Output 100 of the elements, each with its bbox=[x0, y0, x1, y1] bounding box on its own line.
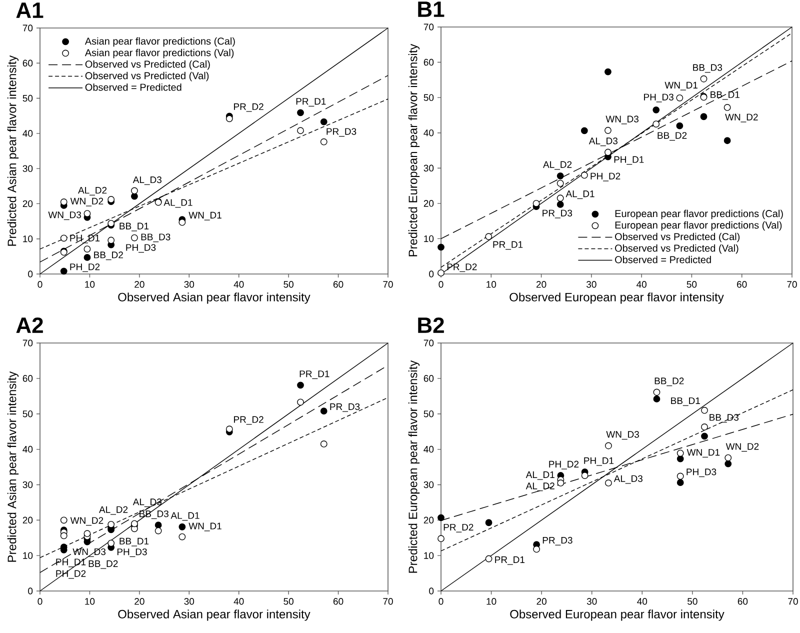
x-tick-label: 20 bbox=[134, 598, 144, 605]
annotation: BB_D2 bbox=[658, 132, 687, 141]
y-tick-label: 0 bbox=[429, 588, 434, 594]
y-tick-label: 40 bbox=[22, 446, 33, 453]
y-tick-label: 20 bbox=[22, 516, 33, 524]
annotation: AL_D3 bbox=[132, 176, 162, 185]
annotation: BB_D3 bbox=[141, 234, 170, 242]
chart-title: B1 bbox=[418, 2, 444, 17]
x-tick-label: 10 bbox=[85, 281, 95, 288]
y-tick-label: 50 bbox=[22, 410, 33, 418]
x-axis-title: Observed Asian pear flavor intensity bbox=[118, 292, 310, 304]
annotation: WN_D2 bbox=[726, 443, 759, 452]
annotation: WN_D1 bbox=[188, 522, 222, 532]
x-tick-label: 20 bbox=[536, 598, 546, 605]
y-tick-label: 40 bbox=[424, 129, 434, 136]
legend-label: Asian pear flavor predictions (Cal) bbox=[84, 37, 235, 47]
annotation: PH_D1 bbox=[584, 457, 614, 466]
legend-label: Observed = Predicted bbox=[85, 83, 182, 91]
annotation: PH_D2 bbox=[70, 263, 100, 272]
x-tick-label: 70 bbox=[383, 598, 393, 605]
annotation: PR_D3 bbox=[330, 403, 360, 412]
y-tick-label: 10 bbox=[23, 235, 33, 242]
x-tick-label: 40 bbox=[636, 281, 646, 288]
x-axis-title: Observed European pear flavor intensity bbox=[510, 292, 724, 304]
x-tick-label: 50 bbox=[284, 598, 294, 605]
y-tick-label: 60 bbox=[22, 60, 33, 67]
y-tick-label: 30 bbox=[22, 481, 33, 488]
annotation: PH_D3 bbox=[117, 548, 147, 557]
x-tick-label: 70 bbox=[788, 598, 798, 605]
annotation: PR_D1 bbox=[493, 241, 523, 250]
y-tick-label: 30 bbox=[424, 164, 434, 172]
y-tick-label: 50 bbox=[424, 94, 434, 101]
annotation: BB_D2 bbox=[654, 378, 684, 386]
annotation: AL_D2 bbox=[526, 482, 554, 492]
x-tick-label: 0 bbox=[438, 598, 444, 605]
annotation: PH_D3 bbox=[644, 94, 674, 102]
annotation: PR_D2 bbox=[234, 103, 264, 112]
legend-label: Observed vs Predicted (Val) bbox=[85, 72, 209, 82]
annotation: WN_D2 bbox=[70, 198, 104, 206]
legend-label: Observed = Predicted bbox=[615, 256, 711, 264]
x-tick-label: 60 bbox=[333, 598, 344, 605]
annotation: WN_D3 bbox=[606, 431, 639, 440]
y-axis-title: Predicted European pear flavor intensity bbox=[408, 44, 420, 256]
annotation: WN_D1 bbox=[188, 212, 222, 220]
annotation: BB_D1 bbox=[671, 397, 700, 406]
x-tick-label: 40 bbox=[234, 281, 244, 288]
annotation: AL_D1 bbox=[170, 512, 200, 521]
x-tick-label: 70 bbox=[787, 281, 797, 288]
annotation: BB_D1 bbox=[710, 91, 740, 100]
y-tick-label: 20 bbox=[424, 516, 434, 524]
chart-title: B2 bbox=[418, 317, 444, 333]
legend-label: European pear flavor predictions (Val) bbox=[615, 221, 782, 231]
annotation: PR_D3 bbox=[542, 536, 572, 546]
annotation: PR_D2 bbox=[447, 263, 477, 272]
x-tick-label: 50 bbox=[688, 598, 698, 605]
x-tick-label: 40 bbox=[234, 598, 244, 605]
x-tick-label: 50 bbox=[284, 281, 294, 288]
y-tick-label: 70 bbox=[22, 24, 33, 32]
annotation: PR_D2 bbox=[444, 524, 474, 532]
x-axis-title: Observed Asian pear flavor intensity bbox=[118, 610, 310, 621]
y-tick-label: 10 bbox=[424, 552, 434, 559]
legend-label: Observed vs Predicted (Val) bbox=[615, 244, 738, 254]
annotation: WN_D3 bbox=[606, 116, 639, 124]
x-tick-label: 30 bbox=[586, 281, 596, 288]
annotation: PR_D1 bbox=[495, 556, 525, 565]
annotation: BB_D1 bbox=[120, 538, 149, 546]
y-tick-label: 0 bbox=[28, 588, 33, 594]
annotation: AL_D3 bbox=[614, 475, 642, 484]
annotation: PH_D3 bbox=[686, 468, 716, 478]
x-tick-label: 70 bbox=[383, 281, 393, 288]
annotation: PR_D3 bbox=[542, 210, 572, 218]
y-tick-label: 60 bbox=[22, 375, 33, 382]
annotation: AL_D3 bbox=[588, 138, 618, 146]
annotation: AL_D3 bbox=[132, 498, 162, 508]
annotation: AL_D2 bbox=[78, 186, 107, 196]
y-tick-label: 0 bbox=[28, 270, 33, 278]
x-axis-title: Observed European pear flavor intensity bbox=[510, 610, 724, 621]
annotation: AL_D1 bbox=[566, 190, 594, 199]
x-tick-label: 30 bbox=[586, 598, 597, 605]
y-axis-title: Predicted European pear flavor intensity bbox=[408, 360, 420, 573]
annotation: PR_D3 bbox=[326, 128, 356, 137]
annotation: WN_D2 bbox=[725, 114, 758, 122]
y-tick-label: 10 bbox=[424, 235, 434, 242]
annotation: WN_D1 bbox=[664, 82, 698, 90]
x-tick-label: 60 bbox=[737, 281, 747, 288]
x-tick-label: 50 bbox=[686, 281, 697, 288]
annotation: PH_D2 bbox=[549, 460, 579, 470]
x-tick-label: 20 bbox=[134, 281, 144, 288]
y-tick-label: 70 bbox=[424, 24, 434, 30]
x-tick-label: 10 bbox=[486, 598, 496, 605]
x-tick-label: 60 bbox=[738, 598, 748, 605]
y-tick-label: 20 bbox=[424, 200, 434, 207]
annotation: AL_D2 bbox=[99, 506, 128, 515]
legend-label: Asian pear flavor predictions (Val) bbox=[84, 48, 234, 58]
x-tick-label: 0 bbox=[38, 598, 42, 605]
annotation: AL_D1 bbox=[164, 199, 192, 208]
y-tick-label: 70 bbox=[424, 340, 434, 346]
x-tick-label: 0 bbox=[438, 281, 444, 288]
x-tick-label: 10 bbox=[85, 598, 95, 605]
y-tick-label: 60 bbox=[424, 375, 434, 382]
